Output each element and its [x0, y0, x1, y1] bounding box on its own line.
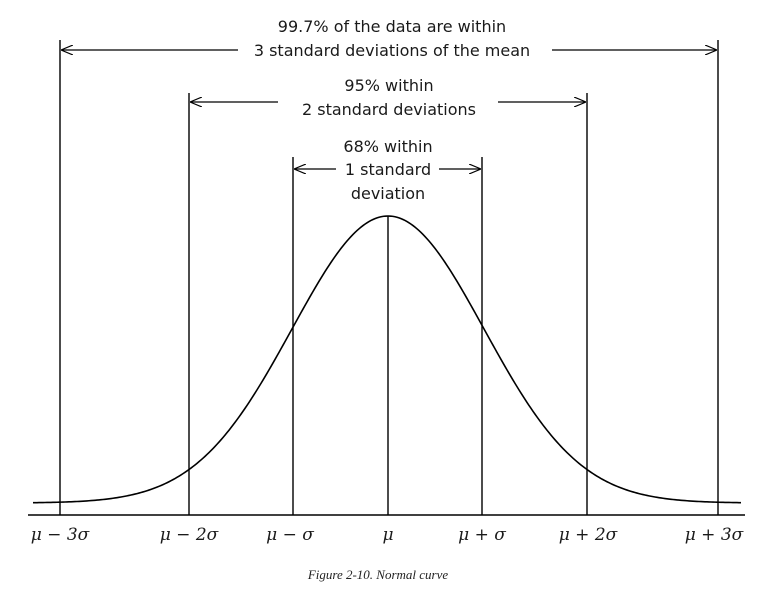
band1-label-line3: deviation [351, 184, 425, 203]
tick-label-mu-plus-3sigma: μ + 3σ [685, 525, 744, 545]
tick-label-mu-minus-2sigma: μ − 2σ [160, 525, 219, 545]
band3-label-line1: 99.7% of the data are within [278, 17, 506, 36]
band1-label-line1: 68% within [343, 137, 432, 156]
tick-label-mu-plus-sigma: μ + σ [458, 525, 506, 545]
tick-label-mu: μ [382, 525, 393, 545]
band3-label-line2: 3 standard deviations of the mean [254, 41, 530, 60]
figure-caption: Figure 2-10. Normal curve [307, 567, 449, 582]
tick-label-mu-minus-sigma: μ − σ [266, 525, 314, 545]
band1-label-line2: 1 standard [345, 160, 431, 179]
tick-label-mu-plus-2sigma: μ + 2σ [559, 525, 618, 545]
bell-curve [32, 215, 742, 504]
tick-label-mu-minus-3sigma: μ − 3σ [31, 525, 90, 545]
band2-label-line1: 95% within [344, 76, 433, 95]
band2-label-line2: 2 standard deviations [302, 100, 476, 119]
